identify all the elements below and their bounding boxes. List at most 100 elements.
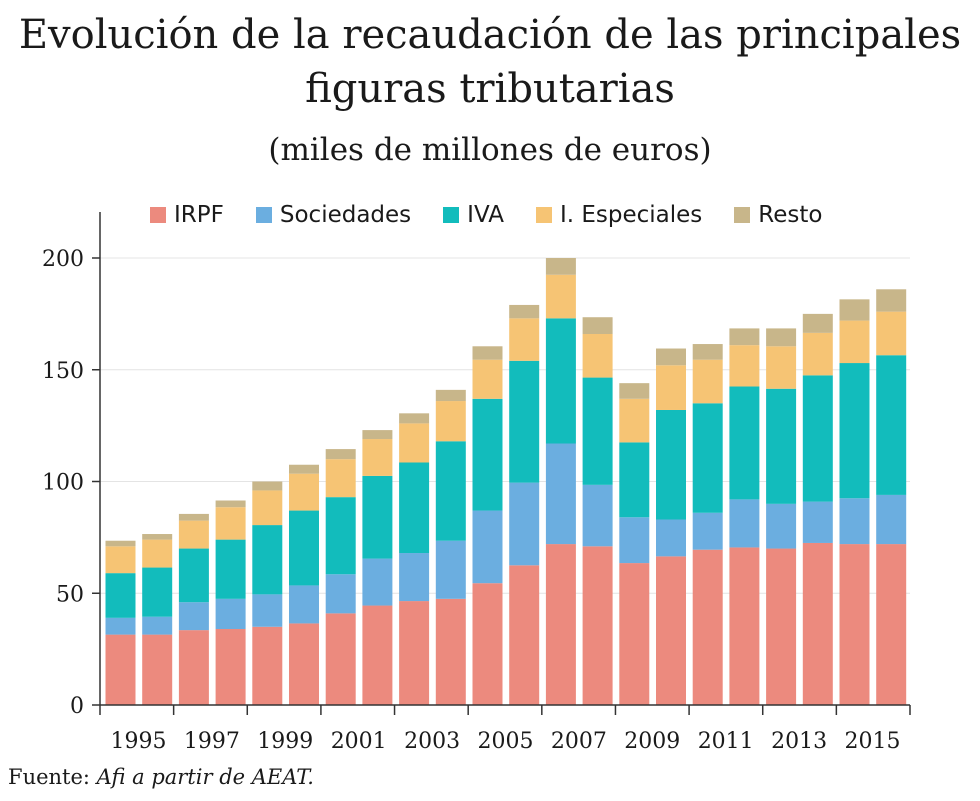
bar-segment-resto-1999 (252, 481, 283, 491)
x-tick-label: 2015 (845, 729, 901, 754)
bar-segment-iva-2005 (472, 398, 503, 511)
bar-segment-iva-2008 (582, 377, 613, 485)
legend-label: Resto (758, 202, 823, 228)
bar-segment-i-especiales-2003 (399, 423, 430, 463)
bar-segment-resto-2014 (802, 313, 833, 333)
bar-segment-i-especiales-2001 (325, 459, 356, 498)
bar-segment-iva-2004 (435, 441, 466, 541)
bar-segment-irpf-2015 (839, 544, 870, 705)
legend-label: Sociedades (279, 202, 412, 228)
bar-segment-sociedades-2005 (472, 510, 503, 584)
legend-swatch (150, 207, 166, 223)
bar-segment-irpf-2016 (876, 544, 907, 705)
bar-segment-i-especiales-2007 (545, 274, 576, 319)
bar-segment-iva-2009 (619, 442, 650, 518)
bar-segment-sociedades-1996 (142, 616, 173, 635)
bar-segment-irpf-1995 (105, 634, 136, 705)
bar-segment-resto-2015 (839, 299, 870, 321)
source-text: Afi a partir de AEAT. (96, 765, 314, 789)
bar-segment-irpf-1997 (178, 630, 209, 705)
x-tick-label: 1999 (257, 729, 313, 754)
y-tick-label: 50 (56, 582, 84, 607)
bar-segment-irpf-2001 (325, 613, 356, 705)
bar-segment-irpf-2009 (619, 563, 650, 705)
bar-segment-irpf-2011 (692, 549, 723, 705)
bar-segment-resto-2004 (435, 389, 466, 402)
bar-segment-iva-2016 (876, 355, 907, 495)
bar-segment-iva-2001 (325, 497, 356, 575)
x-tick-label: 2013 (771, 729, 827, 754)
bar-segment-iva-2010 (656, 409, 686, 520)
bar-segment-i-especiales-2005 (472, 359, 503, 399)
bar-segment-resto-1998 (215, 500, 246, 508)
bar-segment-iva-2011 (692, 403, 723, 513)
x-tick-label: 1997 (184, 729, 240, 754)
bar-segment-irpf-1999 (252, 626, 283, 705)
bar-segment-irpf-2012 (729, 547, 760, 705)
chart-source: Fuente: Afi a partir de AEAT. (8, 765, 314, 789)
legend-item: Sociedades (255, 202, 412, 228)
bar-segment-i-especiales-2011 (692, 359, 723, 404)
x-tick-label: 2001 (331, 729, 387, 754)
bar-segment-sociedades-1999 (252, 594, 283, 627)
x-tick-label: 1995 (111, 729, 167, 754)
bar-segment-sociedades-2003 (399, 553, 430, 602)
bar-segment-irpf-1996 (142, 634, 173, 705)
bar-segment-resto-2002 (362, 430, 393, 440)
x-tick-label: 2003 (404, 729, 460, 754)
bar-segment-irpf-2000 (289, 623, 319, 705)
bar-segment-sociedades-2004 (435, 540, 466, 599)
bar-segment-i-especiales-2004 (435, 401, 466, 442)
bar-segment-i-especiales-2002 (362, 439, 393, 476)
chart-title-line-1: Evolución de la recaudación de las princ… (18, 12, 962, 58)
bar-segment-i-especiales-2015 (839, 320, 870, 364)
bar-segment-sociedades-2016 (876, 494, 907, 545)
bar-segment-sociedades-1997 (178, 602, 209, 631)
bar-segment-iva-2013 (766, 388, 797, 504)
bar-segment-sociedades-2002 (362, 558, 393, 606)
bar-segment-i-especiales-2013 (766, 346, 797, 389)
legend-swatch (255, 207, 272, 223)
bar-segment-i-especiales-1996 (142, 539, 173, 568)
bar-segment-i-especiales-1995 (105, 546, 136, 574)
legend-item: I. Especiales (535, 202, 702, 228)
bar-segment-iva-1998 (215, 539, 246, 599)
bar-segment-irpf-1998 (215, 629, 246, 705)
bar-segment-i-especiales-2016 (876, 311, 907, 356)
bar-segment-irpf-2006 (509, 565, 540, 705)
bar-segment-sociedades-2008 (582, 484, 613, 547)
bar-segment-sociedades-2000 (289, 585, 319, 624)
bar-segment-resto-2012 (729, 328, 760, 346)
bar-segment-i-especiales-2008 (582, 333, 613, 378)
bar-segment-i-especiales-2014 (802, 332, 833, 376)
bar-segment-resto-2008 (582, 317, 613, 334)
bar-segment-iva-1997 (178, 548, 209, 603)
bar-segment-resto-2001 (325, 449, 356, 460)
bar-segment-resto-2007 (545, 258, 576, 275)
bar-segment-resto-1997 (178, 513, 209, 521)
bar-segment-irpf-2010 (656, 556, 686, 705)
x-tick-label: 2005 (478, 729, 534, 754)
chart-legend: IRPF Sociedades IVA I. Especiales Resto (150, 200, 854, 230)
bar-segment-i-especiales-1997 (178, 520, 209, 549)
bar-segment-sociedades-2009 (619, 517, 650, 564)
bar-segment-resto-2000 (289, 464, 319, 474)
x-tick-label: 2007 (551, 729, 607, 754)
bar-segment-resto-2003 (399, 413, 430, 424)
bar-segment-iva-1996 (142, 567, 173, 617)
bar-segment-iva-2003 (399, 462, 430, 554)
bar-segment-resto-2011 (692, 344, 723, 360)
bar-segment-resto-2016 (876, 289, 907, 312)
y-tick-label: 0 (70, 694, 84, 719)
source-prefix: Fuente: (8, 765, 97, 789)
bar-segment-sociedades-1998 (215, 598, 246, 630)
bar-segment-sociedades-2013 (766, 503, 797, 549)
bar-segment-resto-1995 (105, 540, 136, 547)
bar-segment-resto-2005 (472, 346, 503, 360)
bar-segment-sociedades-2015 (839, 498, 870, 545)
bar-segment-sociedades-2011 (692, 512, 723, 550)
bar-segment-sociedades-2007 (545, 443, 576, 545)
bar-segment-i-especiales-2012 (729, 345, 760, 387)
bar-segment-i-especiales-2010 (656, 365, 686, 410)
